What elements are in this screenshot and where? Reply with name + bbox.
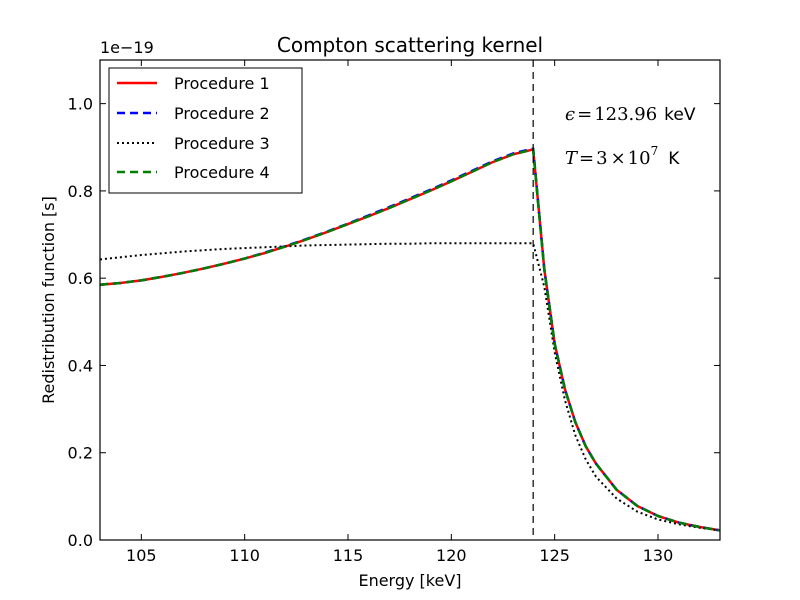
y-tick-label: 0.2: [68, 444, 93, 463]
y-tick-label: 0.4: [68, 356, 93, 375]
plot-frame: [99, 59, 721, 541]
x-tick-label: 130: [643, 546, 674, 565]
legend-label-procedure-2: Procedure 2: [174, 104, 270, 123]
legend: Procedure 1 Procedure 2 Procedure 3 Proc…: [108, 67, 303, 194]
x-tick-label: 125: [539, 546, 570, 565]
x-tick-label: 120: [436, 546, 467, 565]
legend-label-procedure-4: Procedure 4: [174, 163, 270, 182]
epsilon-symbol: ϵ: [565, 104, 575, 125]
x-tick-label: 115: [333, 546, 364, 565]
epsilon-value: 123.96: [594, 104, 657, 125]
legend-box: [108, 67, 303, 194]
y-tick-label: 0.6: [68, 269, 93, 288]
epsilon-equals: =: [577, 104, 592, 125]
x-axis-label: Energy [keV]: [358, 571, 461, 590]
legend-label-procedure-1: Procedure 1: [174, 74, 270, 93]
legend-label-procedure-3: Procedure 3: [174, 134, 270, 153]
y-tick-label: 0.0: [68, 531, 93, 550]
annotation-epsilon: ϵ = 123.96 keV: [565, 104, 696, 125]
x-tick-label: 110: [229, 546, 260, 565]
x-tick-label: 105: [126, 546, 157, 565]
y-tick-label: 1.0: [68, 95, 93, 114]
temperature-exponent: 7: [651, 144, 659, 158]
temperature-mantissa: 3: [596, 148, 607, 169]
chart-title: Compton scattering kernel: [277, 33, 543, 57]
y-tick-label: 0.8: [68, 182, 93, 201]
y-axis-label: Redistribution function [s]: [39, 196, 58, 404]
epsilon-unit: keV: [664, 105, 696, 125]
temperature-times: ×: [611, 148, 626, 169]
annotation-temperature: T = 3 × 107 K: [565, 144, 680, 169]
y-offset-label: 1e−19: [100, 38, 154, 57]
series-line-procedure-3: [100, 242, 720, 532]
tick-layer: 105 110 115 120 125 130 0.0 0.2 0.4 0.6 0.8 1.0: [68, 60, 720, 565]
temperature-equals: =: [579, 148, 594, 169]
series-line-procedure-4: [100, 148, 720, 532]
temperature-unit: K: [668, 149, 680, 169]
temperature-symbol: T: [565, 148, 579, 169]
series-layer: [100, 147, 720, 532]
temperature-base: 10: [628, 148, 651, 169]
